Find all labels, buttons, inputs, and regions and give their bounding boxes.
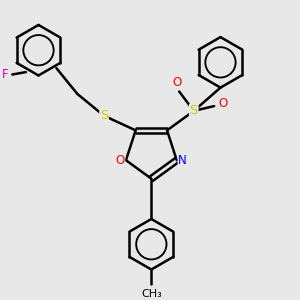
Text: F: F	[2, 68, 9, 80]
Text: O: O	[172, 76, 182, 89]
Text: S: S	[100, 109, 108, 122]
Text: O: O	[116, 154, 125, 167]
Text: S: S	[190, 104, 198, 117]
Text: CH₃: CH₃	[141, 289, 162, 299]
Text: N: N	[178, 154, 187, 167]
Text: O: O	[218, 97, 227, 110]
